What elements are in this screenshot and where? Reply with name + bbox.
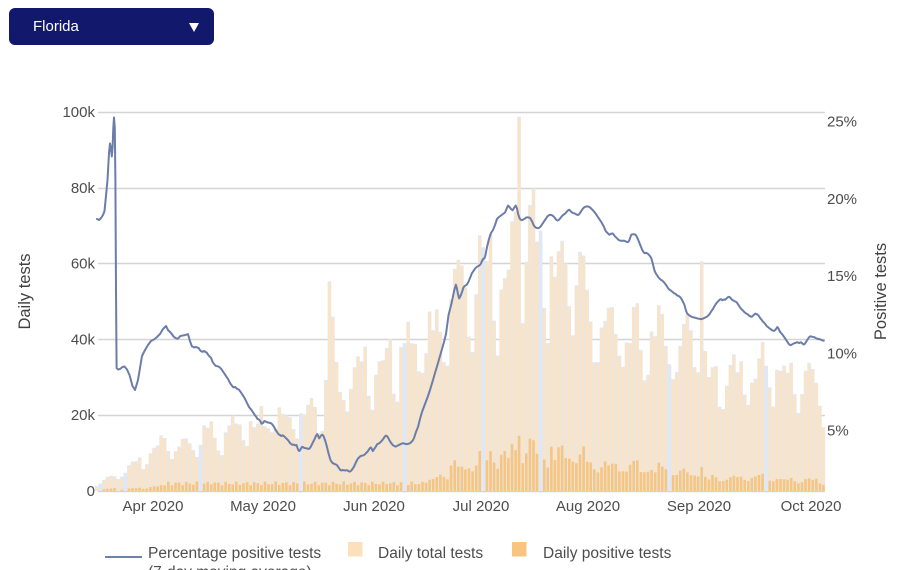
- svg-text:15%: 15%: [827, 268, 857, 285]
- svg-text:(7-day moving average): (7-day moving average): [148, 564, 312, 570]
- svg-text:Oct 2020: Oct 2020: [781, 498, 842, 515]
- svg-text:40k: 40k: [71, 331, 96, 348]
- svg-text:Daily positive tests: Daily positive tests: [543, 545, 672, 562]
- svg-text:10%: 10%: [827, 345, 857, 362]
- svg-text:Jul 2020: Jul 2020: [453, 498, 510, 515]
- svg-text:Positive tests: Positive tests: [872, 243, 890, 340]
- svg-text:Daily tests: Daily tests: [16, 253, 34, 329]
- svg-text:80k: 80k: [71, 180, 96, 197]
- svg-text:20%: 20%: [827, 191, 857, 208]
- svg-text:Aug 2020: Aug 2020: [556, 498, 620, 515]
- svg-text:0: 0: [87, 483, 95, 500]
- svg-text:25%: 25%: [827, 114, 857, 131]
- svg-text:Sep 2020: Sep 2020: [667, 498, 731, 515]
- svg-text:May 2020: May 2020: [230, 498, 296, 515]
- svg-text:Percentage positive tests: Percentage positive tests: [148, 545, 321, 562]
- svg-text:20k: 20k: [71, 407, 96, 424]
- svg-text:Daily total tests: Daily total tests: [378, 545, 483, 562]
- svg-text:5%: 5%: [827, 423, 849, 440]
- svg-text:100k: 100k: [62, 104, 95, 121]
- svg-text:60k: 60k: [71, 256, 96, 273]
- svg-text:Apr 2020: Apr 2020: [123, 498, 184, 515]
- svg-text:Jun 2020: Jun 2020: [343, 498, 405, 515]
